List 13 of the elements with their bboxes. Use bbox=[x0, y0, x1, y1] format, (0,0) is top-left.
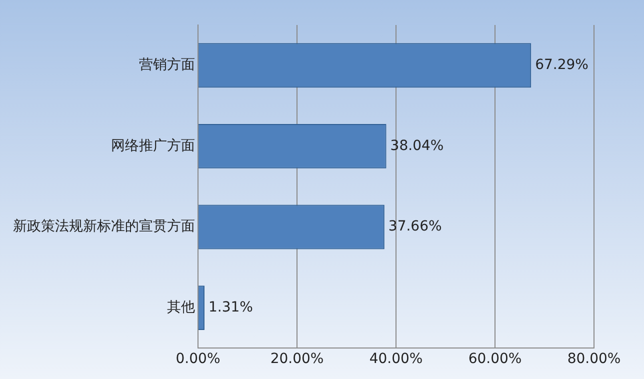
data-label: 1.31% bbox=[208, 299, 253, 316]
x-tick-label: 40.00% bbox=[369, 351, 423, 368]
y-tick-label: 其他 bbox=[167, 299, 195, 316]
data-label: 37.66% bbox=[388, 218, 442, 235]
y-tick-label: 网络推广方面 bbox=[111, 138, 195, 154]
data-label: 38.04% bbox=[390, 138, 444, 154]
y-tick-label: 新政策法规新标准的宣贯方面 bbox=[13, 218, 195, 235]
x-tick-label: 20.00% bbox=[270, 351, 324, 368]
x-tick-label: 0.00% bbox=[176, 351, 220, 368]
y-tick-label: 营销方面 bbox=[139, 57, 195, 74]
data-label: 67.29% bbox=[535, 57, 588, 74]
x-tick-label: 60.00% bbox=[468, 351, 522, 368]
x-tick-label: 80.00% bbox=[567, 351, 621, 368]
